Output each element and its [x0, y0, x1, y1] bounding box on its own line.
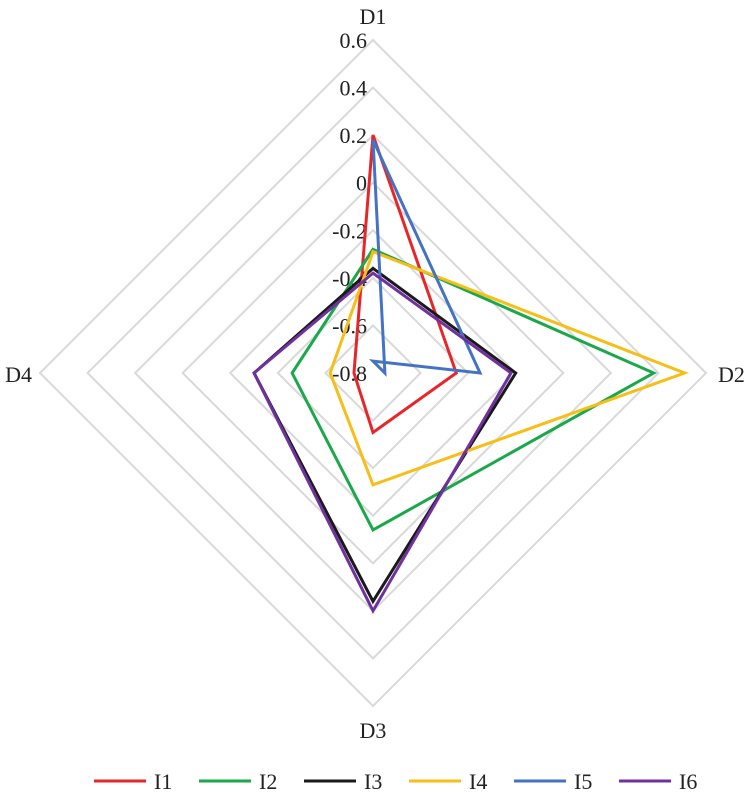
series-line-i4 [328, 249, 689, 487]
axis-label-d4: D4 [5, 362, 32, 387]
series-line-i6 [252, 271, 513, 615]
radial-tick-label: 0.6 [340, 28, 368, 53]
grid-ring [324, 324, 422, 422]
grid-ring [38, 38, 708, 708]
legend-label-i2: I2 [259, 769, 277, 794]
legend: I1 I2 I3 I4 I5 I6 [94, 769, 697, 794]
legend-label-i3: I3 [364, 769, 382, 794]
series-line-i2 [290, 247, 658, 533]
radial-tick-label: 0.2 [340, 123, 368, 148]
legend-label-i4: I4 [469, 769, 487, 794]
legend-label-i5: I5 [574, 769, 592, 794]
radial-tick-label: -0.8 [332, 361, 367, 386]
axis-label-d2: D2 [718, 362, 745, 387]
grid-ring [181, 181, 565, 565]
axis-labels: D1 D2 D3 D4 [5, 4, 745, 743]
grid-ring [276, 276, 470, 470]
axis-label-d3: D3 [360, 718, 387, 743]
grid-ring [228, 228, 518, 518]
series-layer [252, 134, 689, 615]
series-line-i1 [352, 134, 459, 435]
grid-ring [86, 86, 660, 660]
series-line-i5 [368, 139, 483, 377]
radial-tick-label: 0.4 [340, 76, 368, 101]
legend-label-i6: I6 [679, 769, 697, 794]
radial-tick-label: -0.2 [332, 218, 367, 243]
axis-label-d1: D1 [360, 4, 387, 29]
radial-tick-label: 0 [356, 171, 367, 196]
legend-label-i1: I1 [154, 769, 172, 794]
